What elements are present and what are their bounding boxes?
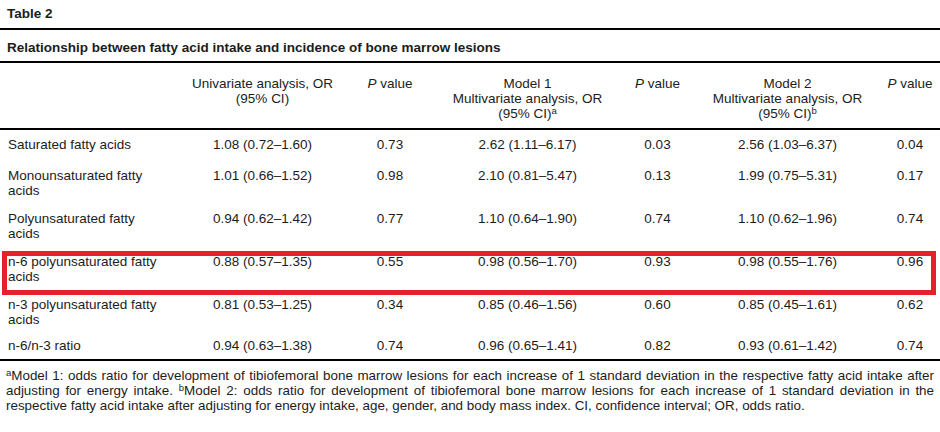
or-univariate: 1.08 (0.72–1.60) [180,129,345,161]
table-number: Table 2 [7,7,940,21]
or-model1: 2.62 (1.11–6.17) [435,129,620,161]
table-row-polyunsaturated: Polyunsaturated fatty acids 0.94 (0.62–1… [0,204,940,247]
or-model2: 0.98 (0.55–1.76) [695,247,880,290]
p-value-model1: 0.03 [620,129,695,161]
or-univariate: 0.88 (0.57–1.35) [180,247,345,290]
table-footnote: aModel 1: odds ratio for development of … [6,368,934,413]
p-value-model2: 0.04 [880,129,940,161]
p-value-model1: 0.93 [620,247,695,290]
p-value-univariate: 0.74 [345,333,435,360]
or-univariate: 0.94 (0.63–1.38) [180,333,345,360]
horizontal-rule [0,28,940,30]
paper-table-figure: Table 2 Relationship between fatty acid … [0,7,940,432]
p-italic: P [635,76,644,91]
column-header-model2: Model 2 Multivariate analysis, OR (95% C… [695,62,880,129]
column-header-empty [0,62,180,129]
table-row-monounsaturated: Monounsaturated fatty acids 1.01 (0.66–1… [0,161,940,204]
table-row-n3-polyunsaturated: n-3 polyunsaturated fatty acids 0.81 (0.… [0,290,940,333]
p-value-univariate: 0.98 [345,161,435,204]
p-value-univariate: 0.73 [345,129,435,161]
or-model2: 2.56 (1.03–6.37) [695,129,880,161]
table-row-n6-n3-ratio: n-6/n-3 ratio 0.94 (0.63–1.38) 0.74 0.96… [0,333,940,360]
footnote-marker-a: a [551,105,556,116]
p-value-model2: 0.74 [880,204,940,247]
row-label: Polyunsaturated fatty acids [0,204,180,247]
column-header-p-value-2: P value [620,62,695,129]
p-rest: value [896,76,932,91]
model1-header-line3: (95% CI)a [435,106,620,121]
or-model1: 2.10 (0.81–5.47) [435,161,620,204]
p-value-model1: 0.74 [620,204,695,247]
or-univariate: 1.01 (0.66–1.52) [180,161,345,204]
or-model1: 0.85 (0.46–1.56) [435,290,620,333]
column-header-p-value-1: P value [345,62,435,129]
p-value-univariate: 0.34 [345,290,435,333]
or-model1: 0.96 (0.65–1.41) [435,333,620,360]
column-header-univariate: Univariate analysis, OR (95% CI) [180,62,345,129]
or-model2: 1.10 (0.62–1.96) [695,204,880,247]
or-model2: 0.85 (0.45–1.61) [695,290,880,333]
or-model2: 1.99 (0.75–5.31) [695,161,880,204]
footnote-marker-b: b [811,105,816,116]
univariate-header-line2: (95% CI) [180,91,345,106]
p-value-univariate: 0.55 [345,247,435,290]
table-row-saturated: Saturated fatty acids 1.08 (0.72–1.60) 0… [0,129,940,161]
p-value-model2: 0.96 [880,247,940,290]
or-model1: 1.10 (0.64–1.90) [435,204,620,247]
table-header: Univariate analysis, OR (95% CI) P value… [0,62,940,129]
model1-header-line1: Model 1 [435,76,620,91]
table-row-n6-polyunsaturated-highlighted: n-6 polyunsaturated fatty acids 0.88 (0.… [0,247,940,290]
model1-header-line2: Multivariate analysis, OR [435,91,620,106]
p-value-model1: 0.13 [620,161,695,204]
row-label: n-6 polyunsaturated fatty acids [0,247,180,290]
or-model1: 0.98 (0.56–1.70) [435,247,620,290]
row-label: Saturated fatty acids [0,129,180,161]
univariate-header-line1: Univariate analysis, OR [180,76,345,91]
p-value-model1: 0.60 [620,290,695,333]
or-model2: 0.93 (0.61–1.42) [695,333,880,360]
row-label: Monounsaturated fatty acids [0,161,180,204]
or-univariate: 0.94 (0.62–1.42) [180,204,345,247]
results-table: Univariate analysis, OR (95% CI) P value… [0,61,940,361]
column-header-model1: Model 1 Multivariate analysis, OR (95% C… [435,62,620,129]
table-body: Saturated fatty acids 1.08 (0.72–1.60) 0… [0,129,940,360]
p-value-model2: 0.62 [880,290,940,333]
model2-header-line3: (95% CI)b [695,106,880,121]
p-value-model1: 0.82 [620,333,695,360]
p-rest: value [376,76,412,91]
p-rest: value [644,76,680,91]
model2-header-line1: Model 2 [695,76,880,91]
or-univariate: 0.81 (0.53–1.25) [180,290,345,333]
p-value-univariate: 0.77 [345,204,435,247]
p-value-model2: 0.74 [880,333,940,360]
p-value-model2: 0.17 [880,161,940,204]
model2-header-line2: Multivariate analysis, OR [695,91,880,106]
row-label: n-3 polyunsaturated fatty acids [0,290,180,333]
table-title: Relationship between fatty acid intake a… [7,41,940,55]
column-header-p-value-3: P value [880,62,940,129]
row-label: n-6/n-3 ratio [0,333,180,360]
